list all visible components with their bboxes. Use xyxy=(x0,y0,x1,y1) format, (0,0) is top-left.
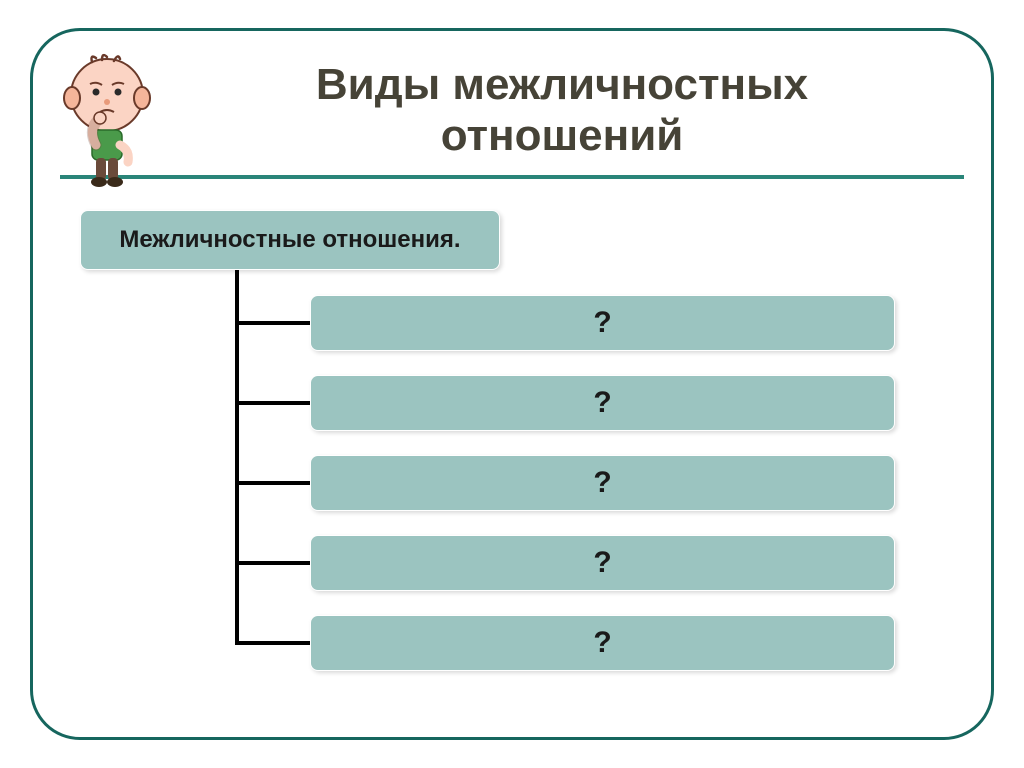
child-node: ? xyxy=(310,615,895,671)
child-node: ? xyxy=(310,295,895,351)
connector-branch xyxy=(235,401,310,405)
connector-branch xyxy=(235,641,310,645)
title-line-2: отношений xyxy=(180,111,944,162)
connector-trunk xyxy=(235,270,239,645)
thinking-character-icon xyxy=(52,50,162,190)
child-label: ? xyxy=(593,546,611,580)
title-line-1: Виды межличностных xyxy=(180,60,944,111)
child-node: ? xyxy=(310,375,895,431)
child-node: ? xyxy=(310,455,895,511)
child-label: ? xyxy=(593,626,611,660)
title-underline xyxy=(60,175,964,179)
connector-branch xyxy=(235,481,310,485)
root-node: Межличностные отношения. xyxy=(80,210,500,270)
connector-branch xyxy=(235,561,310,565)
child-label: ? xyxy=(593,306,611,340)
connector-branch xyxy=(235,321,310,325)
root-label: Межличностные отношения. xyxy=(119,226,460,254)
child-node: ? xyxy=(310,535,895,591)
slide-title: Виды межличностных отношений xyxy=(180,60,944,161)
child-label: ? xyxy=(593,386,611,420)
child-label: ? xyxy=(593,466,611,500)
